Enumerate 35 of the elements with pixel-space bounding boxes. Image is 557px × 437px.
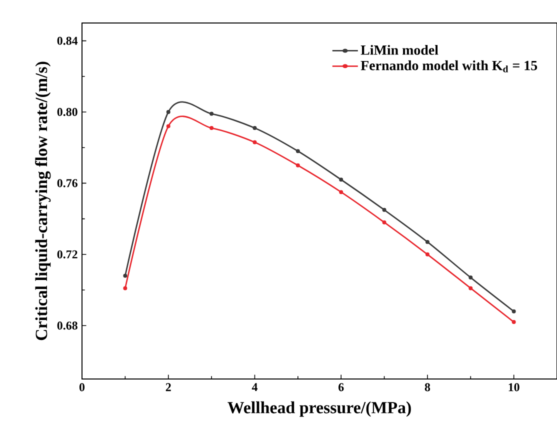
legend-label: Fernando model with K$_{d}$ = 15 [360, 60, 538, 72]
point [210, 126, 214, 130]
x-tick-label: 4 [252, 383, 258, 392]
x-tick-label: 10 [508, 383, 520, 392]
point [425, 252, 430, 256]
x-axis-title: Wellhead pressure/(MPa) [228, 401, 411, 417]
point [339, 190, 344, 194]
point [468, 286, 473, 290]
y-tick-label: 0.84 [57, 36, 78, 45]
point [512, 309, 516, 314]
point [210, 112, 214, 116]
y-axis-title: Critical liquid-carrying flow rate/(m/s) [35, 62, 51, 340]
point [382, 208, 386, 212]
point [123, 286, 128, 290]
point [252, 126, 257, 130]
point [123, 274, 128, 278]
point [296, 149, 300, 154]
point [166, 124, 170, 128]
point [339, 178, 344, 182]
point [468, 276, 473, 280]
y-tick-label: 0.80 [57, 108, 78, 116]
y-tick-label: 0.72 [57, 250, 78, 258]
point [382, 220, 386, 224]
legend-label: LiMin model [360, 44, 438, 55]
point [512, 320, 516, 324]
y-tick-label: 0.76 [57, 179, 78, 188]
x-tick-label: 2 [166, 383, 171, 392]
point [296, 163, 300, 168]
point [252, 140, 257, 144]
x-tick-label: 8 [424, 383, 430, 392]
x-tick-label: 6 [338, 383, 344, 392]
point [425, 240, 430, 244]
point [166, 110, 170, 114]
x-tick-label: 0 [79, 383, 85, 392]
y-tick-label: 0.68 [57, 322, 78, 330]
